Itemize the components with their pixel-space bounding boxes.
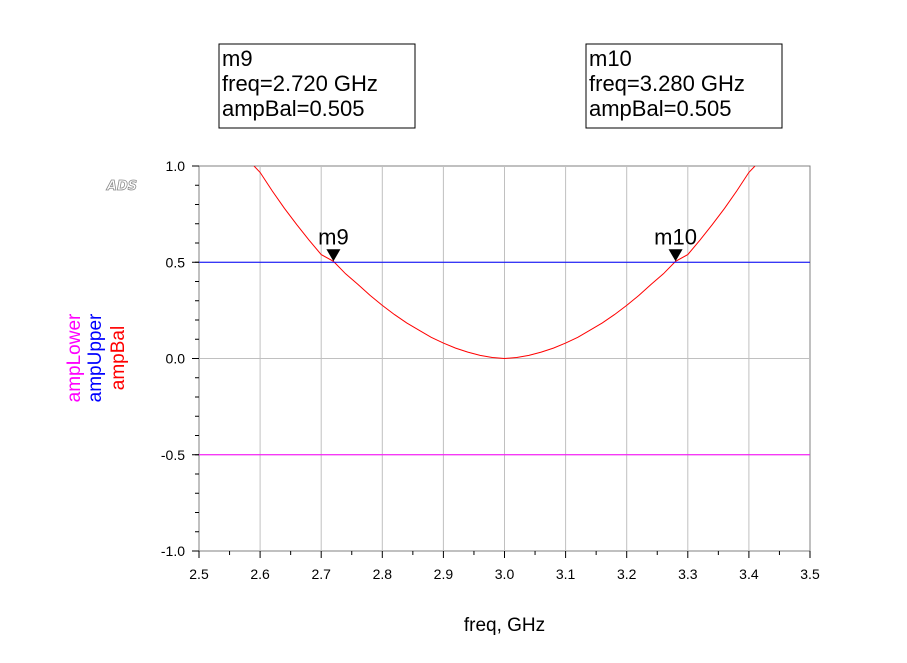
marker-m10-label: m10: [654, 224, 697, 249]
x-tick-label: 3.0: [495, 566, 515, 582]
x-tick-label: 3.3: [678, 566, 698, 582]
marker-m10-readout-line: freq=3.280 GHz: [589, 71, 745, 96]
marker-m10-readout-line: ampBal=0.505: [589, 96, 732, 121]
ads-logo: ADS: [106, 179, 137, 194]
y-tick-label: -1.0: [161, 543, 185, 559]
x-tick-label: 2.9: [434, 566, 454, 582]
marker-m9-triangle: [326, 249, 341, 262]
y-axis-label-ampUpper: ampUpper: [85, 313, 106, 402]
x-tick-label: 3.1: [556, 566, 576, 582]
y-axis-label-ampLower: ampLower: [64, 313, 85, 402]
marker-m9-readout-line: freq=2.720 GHz: [222, 71, 378, 96]
x-tick-label: 2.6: [250, 566, 270, 582]
x-tick-label: 3.5: [800, 566, 820, 582]
marker-m9-readout-line: ampBal=0.505: [222, 96, 365, 121]
x-tick-label: 2.8: [373, 566, 393, 582]
marker-m10-readout-line: m10: [589, 46, 632, 71]
y-tick-label: 0.0: [166, 351, 186, 367]
y-tick-label: 0.5: [166, 254, 186, 270]
x-tick-label: 2.5: [189, 566, 209, 582]
x-tick-label: 3.2: [617, 566, 637, 582]
marker-m9-readout-box: [218, 43, 416, 129]
y-tick-label: 1.0: [166, 158, 186, 174]
marker-m10-triangle: [668, 249, 683, 262]
x-tick-label: 2.7: [311, 566, 331, 582]
marker-m9-readout-line: m9: [222, 46, 253, 71]
marker-m10-readout-box: [585, 43, 783, 129]
x-axis-label: freq, GHz: [464, 615, 545, 636]
y-tick-label: -0.5: [161, 447, 185, 463]
series-group: [199, 166, 810, 456]
series-ampBal: [253, 166, 756, 360]
x-tick-label: 3.4: [739, 566, 759, 582]
y-axis-label-ampBal: ampBal: [108, 326, 129, 390]
marker-m9-label: m9: [318, 224, 349, 249]
